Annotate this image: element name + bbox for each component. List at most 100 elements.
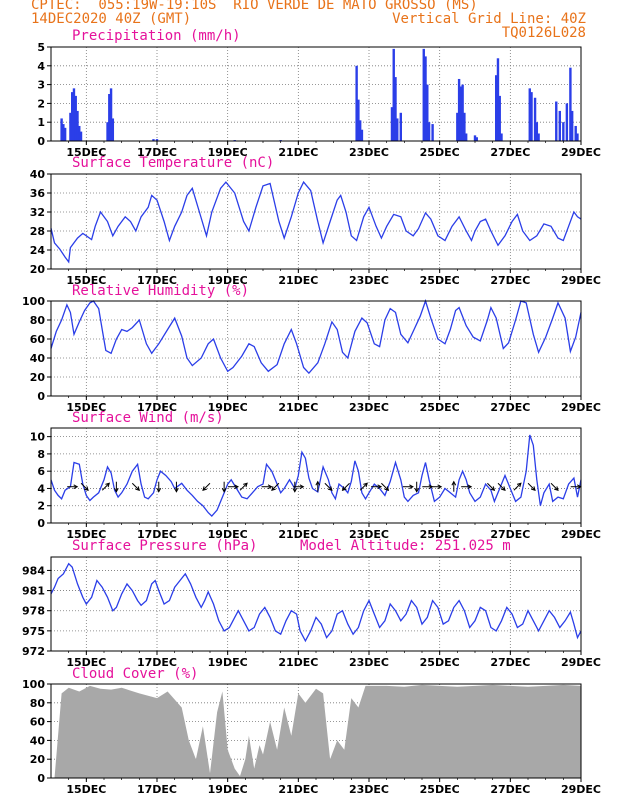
precip-bar <box>459 86 463 141</box>
precip-bar <box>422 48 425 141</box>
rh-xtick-label: 23DEC <box>349 401 389 414</box>
pres-panel: 972 975 978 981 984 15DEC 17DEC 19DEC 21DEC 23DEC… <box>22 556 601 669</box>
precip-bar <box>457 78 461 141</box>
wind-arrow-head <box>377 484 383 490</box>
precip-bar <box>360 129 364 141</box>
wind-xtick-label: 29DEC <box>561 528 601 541</box>
wind-arrow-head <box>490 486 496 491</box>
model-altitude: Model Altitude: 251.025 m <box>300 538 511 554</box>
precip-bar <box>431 124 434 141</box>
rh-xtick-label: 25DEC <box>420 401 460 414</box>
station-header: CPTEC: 055:19W-19:10S RIO VERDE DE MATO … <box>31 0 478 13</box>
model-id: TQ0126L028 <box>501 25 586 41</box>
wind-line <box>50 434 582 518</box>
wind-arrow-head <box>414 487 420 493</box>
wind-xtick-label: 17DEC <box>137 528 177 541</box>
cloud-ytick-label: 40 <box>30 734 46 747</box>
wind-arrow-head <box>73 484 79 490</box>
cloud-ytick-label: 80 <box>30 697 46 710</box>
grid-line-note: Vertical Grid Line: 40Z <box>392 11 586 27</box>
wind-arrow <box>131 482 140 491</box>
precip-ytick-label: 4 <box>37 60 45 73</box>
precip-bar <box>111 118 115 141</box>
precip-bar <box>358 120 362 141</box>
cloud-xtick-label: 21DEC <box>278 783 318 796</box>
pres-ytick-label: 978 <box>22 605 45 618</box>
pres-ytick-label: 984 <box>22 564 45 577</box>
precip-ytick-label: 3 <box>37 79 45 92</box>
precip-bar <box>357 99 360 141</box>
wind-xtick-label: 21DEC <box>278 528 318 541</box>
wind-arrow-head <box>135 486 141 491</box>
wind-arrow-head <box>105 482 111 488</box>
wind-arrow <box>497 482 506 491</box>
precip-xtick-label: 17DEC <box>137 146 177 159</box>
temp-xtick-label: 23DEC <box>349 274 389 287</box>
wind-title: Surface Wind (m/s) <box>72 410 224 426</box>
precip-bar <box>464 133 468 141</box>
precip-bar <box>399 112 402 141</box>
precip-bar <box>498 95 501 141</box>
temp-xtick-label: 15DEC <box>66 274 106 287</box>
wind-arrow <box>513 482 522 491</box>
wind-arrow <box>324 482 333 491</box>
temp-line <box>50 180 582 264</box>
precip-title: Precipitation (mm/h) <box>72 28 241 44</box>
pres-xtick-label: 25DEC <box>420 656 460 669</box>
wind-arrow-head <box>156 487 162 493</box>
rh-ytick-label: 20 <box>30 371 46 384</box>
wind-ytick-label: 8 <box>37 448 45 461</box>
precip-bar <box>63 127 67 141</box>
precip-panel: 0 1 2 3 4 5 15DEC 17DEC 19DEC 21DEC 23DEC 25DEC 27DE… <box>37 41 601 159</box>
rh-ytick-label: 0 <box>37 390 45 403</box>
precip-bar <box>108 94 111 141</box>
precip-bar <box>106 122 109 141</box>
precip-xtick-label: 29DEC <box>561 146 601 159</box>
precip-ytick-label: 1 <box>37 116 45 129</box>
pres-xtick-label: 17DEC <box>137 656 177 669</box>
wind-xtick-label: 23DEC <box>349 528 389 541</box>
precip-bar <box>71 92 74 141</box>
wind-xtick-label: 27DEC <box>490 528 530 541</box>
precip-bar <box>500 133 503 141</box>
precip-bar <box>530 92 533 141</box>
precip-bar <box>394 77 397 141</box>
wind-arrow <box>202 482 211 491</box>
wind-xtick-label: 19DEC <box>208 528 248 541</box>
wind-arrow <box>487 482 495 491</box>
cloud-xtick-label: 27DEC <box>490 783 530 796</box>
precip-bar <box>152 139 155 141</box>
pres-xtick-label: 27DEC <box>490 656 530 669</box>
temp-xtick-label: 25DEC <box>420 274 460 287</box>
precip-bar <box>62 124 65 141</box>
temp-ytick-label: 20 <box>30 263 46 276</box>
wind-arrow <box>271 482 280 491</box>
precip-bar <box>533 97 537 141</box>
rh-panel: 0 20 40 60 80 100 15DEC 17DEC 19DEC 21DEC 23DEC 25D… <box>22 295 601 414</box>
precip-xtick-label: 23DEC <box>349 146 389 159</box>
precip-xtick-label: 21DEC <box>278 146 318 159</box>
pres-xtick-label: 23DEC <box>349 656 389 669</box>
precip-bar <box>535 122 539 141</box>
precip-bar <box>109 88 113 141</box>
rh-xtick-label: 27DEC <box>490 401 530 414</box>
rh-frame <box>50 300 582 397</box>
temp-ytick-label: 24 <box>30 244 46 257</box>
cloud-xtick-label: 29DEC <box>561 783 601 796</box>
temp-title: Surface Temperature (nC) <box>72 155 275 171</box>
rh-line <box>50 298 582 375</box>
precip-bar <box>461 84 464 141</box>
wind-arrow-head <box>174 487 179 493</box>
precip-bar <box>60 118 63 141</box>
wind-arrow-head <box>267 484 273 490</box>
wind-ytick-label: 10 <box>30 431 46 444</box>
temp-ytick-label: 28 <box>30 225 45 238</box>
wind-xtick-label: 15DEC <box>66 528 106 541</box>
humidity-title: Relative Humidity (%) <box>72 283 250 299</box>
rh-xtick-label: 19DEC <box>208 401 248 414</box>
rh-xtick-label: 29DEC <box>561 401 601 414</box>
cloud-panel: 0 20 40 60 80 100 15DEC 17DEC 19DEC 21DEC 23DEC 25D… <box>22 678 601 796</box>
wind-arrow-head <box>516 482 522 488</box>
wind-arrow-head <box>451 480 457 486</box>
precip-ytick-label: 0 <box>37 135 45 148</box>
